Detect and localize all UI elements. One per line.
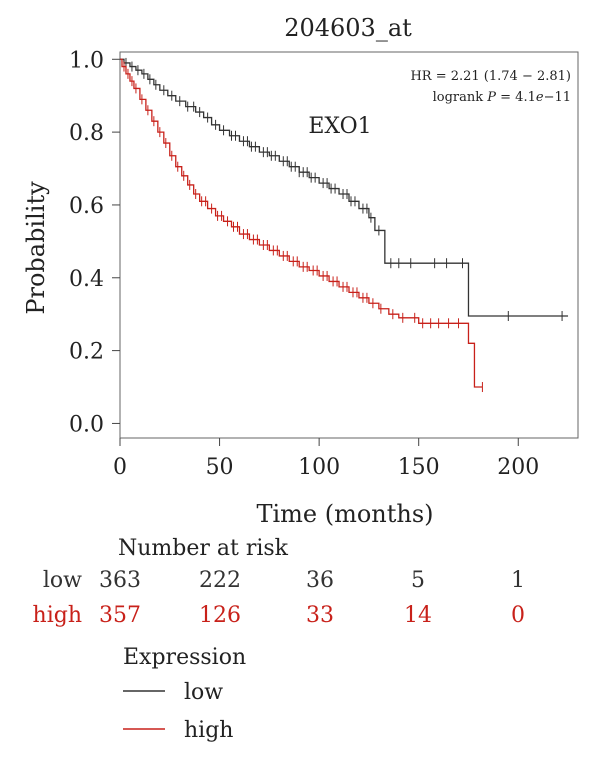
x-axis: 0 50 100 150 200 bbox=[113, 438, 539, 480]
logrank-prefix: logrank bbox=[433, 90, 488, 105]
logrank-e: e bbox=[536, 90, 544, 105]
x-tick-label: 50 bbox=[206, 455, 234, 480]
risk-count-low: 1 bbox=[511, 568, 525, 593]
y-tick-label: 0.4 bbox=[69, 267, 104, 292]
y-tick-label: 0.0 bbox=[69, 412, 104, 437]
chart-title: 204603_at bbox=[284, 14, 412, 42]
plot-frame bbox=[119, 51, 579, 439]
y-axis-label: Probability bbox=[22, 181, 50, 315]
x-tick-label: 150 bbox=[398, 455, 440, 480]
risk-count-low: 363 bbox=[99, 568, 141, 593]
logrank-p-equals: = 4.1 bbox=[496, 90, 536, 105]
y-tick-label: 0.2 bbox=[69, 340, 104, 365]
risk-count-high: 126 bbox=[199, 603, 241, 628]
risk-count-low: 5 bbox=[411, 568, 425, 593]
x-tick-label: 0 bbox=[113, 455, 127, 480]
risk-row-label-high: high bbox=[33, 603, 82, 628]
legend-title: Expression bbox=[123, 645, 246, 670]
legend: low high bbox=[123, 680, 233, 743]
risk-count-low: 222 bbox=[199, 568, 241, 593]
x-axis-label: Time (months) bbox=[256, 500, 433, 528]
y-axis: 0.0 0.2 0.4 0.6 0.8 1.0 bbox=[69, 48, 120, 437]
risk-table-title: Number at risk bbox=[118, 536, 289, 561]
logrank-p-symbol: P bbox=[486, 90, 496, 105]
logrank-text: logrank P = 4.1e−11 bbox=[433, 90, 571, 105]
y-tick-label: 0.8 bbox=[69, 121, 104, 146]
legend-label-high: high bbox=[184, 718, 233, 743]
risk-count-high: 33 bbox=[306, 603, 334, 628]
logrank-exponent: −11 bbox=[544, 90, 571, 105]
risk-table: low 363 222 36 5 1 high 357 126 33 14 0 bbox=[33, 568, 525, 628]
x-tick-label: 100 bbox=[298, 455, 340, 480]
gene-label: EXO1 bbox=[308, 114, 371, 139]
curve-high bbox=[120, 58, 483, 388]
survival-curves bbox=[120, 57, 569, 393]
curve-low bbox=[120, 58, 569, 317]
y-tick-label: 1.0 bbox=[69, 48, 104, 73]
risk-count-high: 357 bbox=[99, 603, 141, 628]
x-tick-label: 200 bbox=[497, 455, 539, 480]
hazard-ratio-text: HR = 2.21 (1.74 − 2.81) bbox=[410, 69, 571, 84]
legend-label-low: low bbox=[184, 680, 223, 705]
risk-count-low: 36 bbox=[306, 568, 334, 593]
y-tick-label: 0.6 bbox=[69, 194, 104, 219]
risk-row-label-low: low bbox=[43, 568, 82, 593]
risk-count-high: 14 bbox=[404, 603, 432, 628]
risk-count-high: 0 bbox=[511, 603, 525, 628]
